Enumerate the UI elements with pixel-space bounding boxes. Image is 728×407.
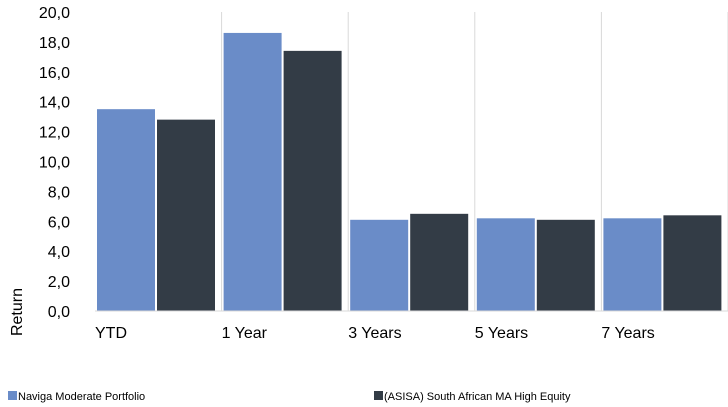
y-tick-label: 0,0 <box>48 304 70 321</box>
y-tick-label: 8,0 <box>48 184 70 201</box>
gridlines <box>221 12 728 311</box>
y-axis-title: Return <box>9 288 26 336</box>
bars <box>97 32 722 312</box>
bar-5-years-series-1 <box>476 218 535 311</box>
legend: Naviga Moderate Portfolio (ASISA) South A… <box>8 391 571 403</box>
bar-1-year-series-1 <box>223 32 282 312</box>
bar-7-years-series-1 <box>603 218 662 311</box>
x-tick-label: 1 Year <box>222 325 268 342</box>
y-tick-label: 18,0 <box>39 35 70 52</box>
legend-label: Naviga Moderate Portfolio <box>18 391 145 403</box>
bar-3-years-series-1 <box>350 219 409 311</box>
y-tick-label: 2,0 <box>48 274 70 291</box>
legend-label: (ASISA) South African MA High Equity <box>384 391 571 403</box>
y-tick-label: 10,0 <box>39 155 70 172</box>
y-tick-label: 6,0 <box>48 214 70 231</box>
x-tick-label: 3 Years <box>348 325 401 342</box>
y-tick-label: 4,0 <box>48 244 70 261</box>
bar-3-years-series-2 <box>410 213 469 311</box>
bar-7-years-series-2 <box>663 215 722 311</box>
bar-5-years-series-2 <box>536 219 595 311</box>
x-tick-label: 5 Years <box>475 325 528 342</box>
bar-1-year-series-2 <box>283 50 342 312</box>
y-tick-label: 16,0 <box>39 65 70 82</box>
y-axis-ticks: 0,0 2,0 4,0 6,0 8,0 10,0 12,0 14,0 16,0 18,0 20,0 <box>39 5 70 321</box>
y-tick-label: 12,0 <box>39 125 70 142</box>
x-tick-label: 7 Years <box>601 325 654 342</box>
y-tick-label: 20,0 <box>39 5 70 22</box>
y-tick-label: 14,0 <box>39 95 70 112</box>
x-tick-label: YTD <box>95 325 127 342</box>
bar-ytd-series-1 <box>97 109 155 311</box>
bar-ytd-series-2 <box>157 119 215 311</box>
x-axis-ticks: YTD 1 Year 3 Years 5 Years 7 Years <box>95 325 655 342</box>
legend-swatch <box>8 391 17 400</box>
legend-swatch <box>374 391 383 400</box>
